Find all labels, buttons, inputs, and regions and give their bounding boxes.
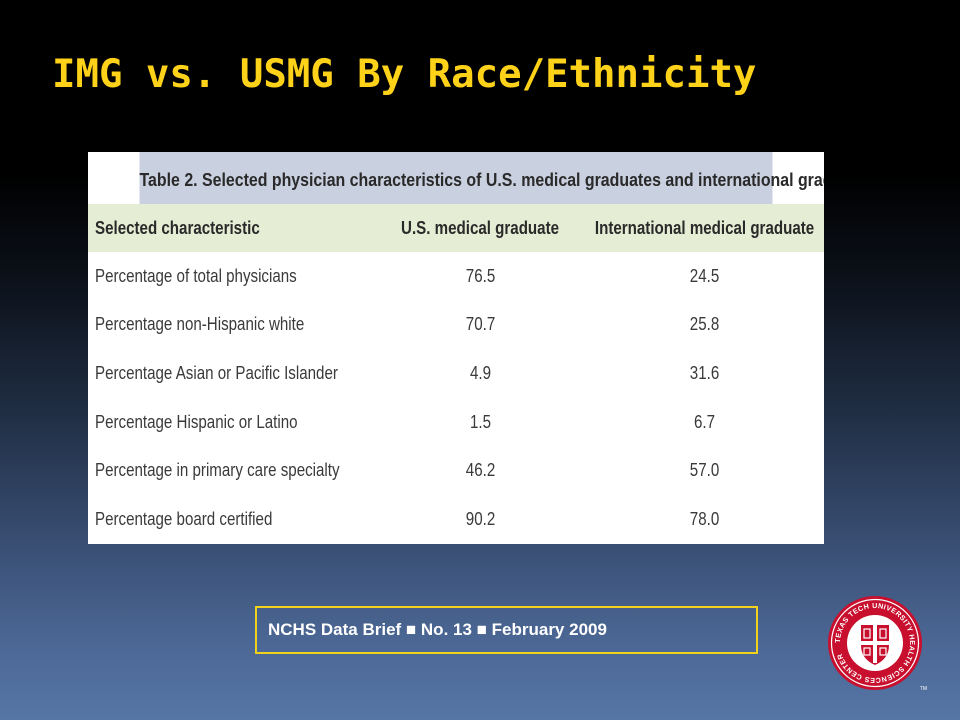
us-value: 90.2 [465, 508, 495, 529]
row-label: Percentage board certified [95, 508, 273, 529]
table-row: Percentage in primary care specialty 46.… [88, 446, 824, 495]
img-value: 25.8 [690, 314, 720, 335]
img-value: 31.6 [690, 362, 720, 383]
row-label: Percentage of total physicians [95, 265, 297, 286]
us-value: 4.9 [469, 362, 491, 383]
slide-title: IMG vs. USMG By Race/Ethnicity [52, 52, 757, 97]
source-citation: NCHS Data Brief ■ No. 13 ■ February 2009 [255, 606, 758, 654]
header-international-medical-graduate: International medical graduate [595, 217, 815, 238]
row-label: Percentage non-Hispanic white [95, 314, 305, 335]
us-value: 46.2 [465, 460, 495, 481]
trademark-mark: TM [920, 686, 927, 692]
table-row: Percentage of total physicians 76.5 24.5 [88, 252, 824, 301]
data-table-image: Table 2. Selected physician characterist… [88, 152, 824, 544]
table-row: Percentage board certified 90.2 78.0 [88, 495, 824, 544]
row-label: Percentage Asian or Pacific Islander [95, 362, 338, 383]
us-value: 1.5 [469, 411, 491, 432]
seal-shield-icon [861, 625, 889, 665]
header-characteristic: Selected characteristic [95, 217, 260, 238]
us-value: 76.5 [465, 265, 495, 286]
table-header-row: Selected characteristic U.S. medical gra… [88, 204, 824, 252]
table-row: Percentage Hispanic or Latino 1.5 6.7 [88, 398, 824, 447]
table-row: Percentage non-Hispanic white 70.7 25.8 [88, 301, 824, 350]
characteristics-table: Selected characteristic U.S. medical gra… [88, 204, 824, 544]
table-row: Percentage Asian or Pacific Islander 4.9… [88, 349, 824, 398]
img-value: 24.5 [690, 265, 720, 286]
img-value: 57.0 [690, 460, 720, 481]
row-label: Percentage Hispanic or Latino [95, 411, 298, 432]
us-value: 70.7 [465, 314, 495, 335]
header-us-medical-graduate: U.S. medical graduate [401, 217, 560, 238]
row-label: Percentage in primary care specialty [95, 460, 340, 481]
img-value: 6.7 [694, 411, 716, 432]
img-value: 78.0 [690, 508, 720, 529]
university-seal-logo: TEXAS TECH UNIVERSITY HEALTH SCIENCES CE… [828, 596, 927, 692]
table-caption: Table 2. Selected physician characterist… [139, 152, 824, 204]
